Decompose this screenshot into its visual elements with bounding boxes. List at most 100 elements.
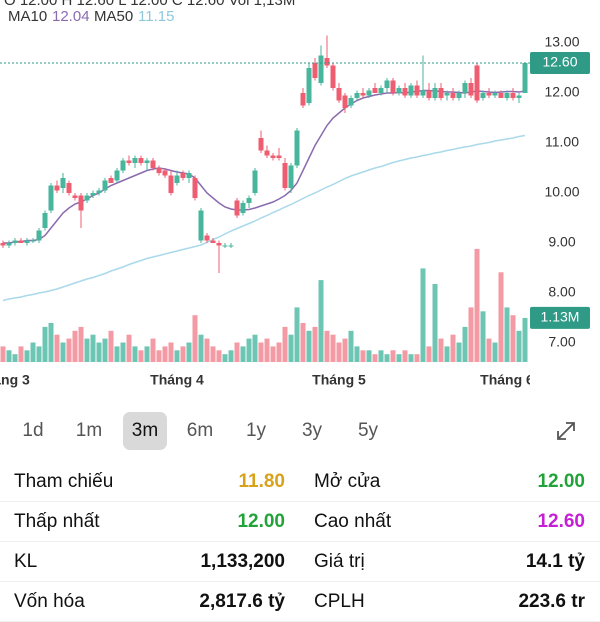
volume-bar	[252, 334, 258, 362]
candle-body	[0, 243, 6, 246]
volume-bar	[138, 350, 144, 362]
y-tick-label: 13.00	[544, 34, 579, 50]
candle-body	[258, 138, 264, 151]
volume-bar	[276, 342, 282, 362]
volume-bar	[414, 354, 420, 362]
candle-body	[96, 190, 102, 193]
candle-body	[72, 195, 78, 198]
expand-icon[interactable]	[555, 420, 577, 442]
volume-bar	[168, 342, 174, 362]
volume-bar	[96, 342, 102, 362]
volume-bar	[66, 338, 72, 362]
candle-body	[420, 90, 426, 96]
volume-bar	[288, 334, 294, 362]
candle-body	[216, 243, 222, 246]
candle-body	[156, 168, 162, 173]
y-tick-label: 9.00	[548, 234, 575, 250]
candle-body	[366, 90, 372, 96]
candle-body	[450, 93, 456, 98]
candle-body	[162, 170, 168, 176]
stats-row: Tham chiếu 11.80 Mở cửa 12.00	[0, 462, 600, 502]
timeframe-button[interactable]: 5y	[357, 420, 379, 441]
stat-value: 12.60	[537, 511, 585, 532]
candle-body	[252, 170, 258, 193]
candle-body	[222, 245, 228, 247]
volume-bar	[132, 346, 138, 362]
volume-bar	[162, 346, 168, 362]
stat-label: KL	[14, 551, 38, 572]
timeframe-button[interactable]: 1m	[75, 420, 103, 441]
volume-bar	[108, 330, 114, 362]
volume-bar	[366, 350, 372, 362]
stats-row: KL 1,133,200 Giá trị 14.1 tỷ	[0, 542, 600, 582]
y-tick-label: 12.00	[544, 84, 579, 100]
stat-value: 2,817.6 tỷ	[199, 591, 285, 612]
candle-body	[372, 88, 378, 93]
candle-body	[486, 93, 492, 96]
volume-bar	[0, 346, 6, 362]
ma-legend: MA10 12.04 MA50 11.15	[8, 8, 174, 25]
candle-body	[54, 185, 60, 191]
volume-bar	[30, 342, 36, 362]
candle-body	[126, 160, 132, 163]
volume-bar	[246, 338, 252, 362]
volume-bar	[6, 350, 12, 362]
stats-row: Thấp nhất 12.00 Cao nhất 12.60	[0, 502, 600, 542]
volume-bar	[54, 334, 60, 362]
ma-line	[3, 89, 526, 244]
stat-value: 12.00	[537, 471, 585, 492]
volume-bar	[270, 346, 276, 362]
volume-bar	[228, 350, 234, 362]
volume-marker-label: 1.13M	[541, 309, 580, 325]
candle-body	[378, 88, 384, 93]
candle-body	[138, 158, 144, 163]
candle-body	[480, 93, 486, 98]
timeframe-button[interactable]: 3y	[301, 420, 323, 441]
candle-body	[312, 63, 318, 78]
candle-body	[462, 83, 468, 93]
volume-bar	[498, 272, 504, 362]
candle-body	[174, 175, 180, 183]
volume-bar	[372, 354, 378, 362]
stats-table: Tham chiếu 11.80 Mở cửa 12.00 Thấp nhất …	[0, 462, 600, 622]
candle-body	[396, 88, 402, 93]
candle-body	[228, 245, 234, 247]
candle-body	[438, 88, 444, 98]
volume-bar	[264, 338, 270, 362]
timeframe-button[interactable]: 1d	[22, 420, 44, 441]
candle-body	[318, 55, 324, 83]
candle-body	[30, 240, 36, 242]
candle-body	[24, 240, 30, 243]
volume-bar	[204, 338, 210, 362]
timeframe-button[interactable]: 3m	[123, 412, 167, 450]
timeframe-button[interactable]: 1y	[245, 420, 267, 441]
stat-label: Vốn hóa	[14, 591, 85, 612]
candle-body	[186, 173, 192, 178]
stat-label: Mở cửa	[314, 471, 381, 492]
stat-label: Giá trị	[314, 551, 365, 572]
candle-body	[402, 88, 408, 96]
timeframe-button[interactable]: 6m	[186, 420, 214, 441]
candle-body	[246, 198, 252, 203]
candle-body	[510, 93, 516, 98]
volume-bar	[492, 342, 498, 362]
y-tick-label: 10.00	[544, 184, 579, 200]
x-tick-label: Tháng 3	[0, 372, 30, 388]
volume-bar	[450, 334, 456, 362]
volume-bar	[504, 307, 510, 362]
volume-bar	[516, 330, 522, 362]
candle-body	[414, 85, 420, 96]
timeframe-bar: 1d 1m 3m 6m 1y 3y 5y	[0, 410, 600, 452]
candle-body	[306, 68, 312, 103]
candle-body	[408, 85, 414, 96]
candle-body	[336, 88, 342, 101]
candle-body	[264, 150, 270, 156]
x-tick-label: Tháng 5	[312, 372, 366, 388]
volume-bar	[78, 326, 84, 362]
candle-body	[498, 93, 504, 98]
stat-label: Tham chiếu	[14, 471, 114, 492]
candle-body	[522, 63, 528, 93]
volume-bar	[144, 346, 150, 362]
candle-body	[456, 93, 462, 98]
candle-body	[90, 193, 96, 196]
